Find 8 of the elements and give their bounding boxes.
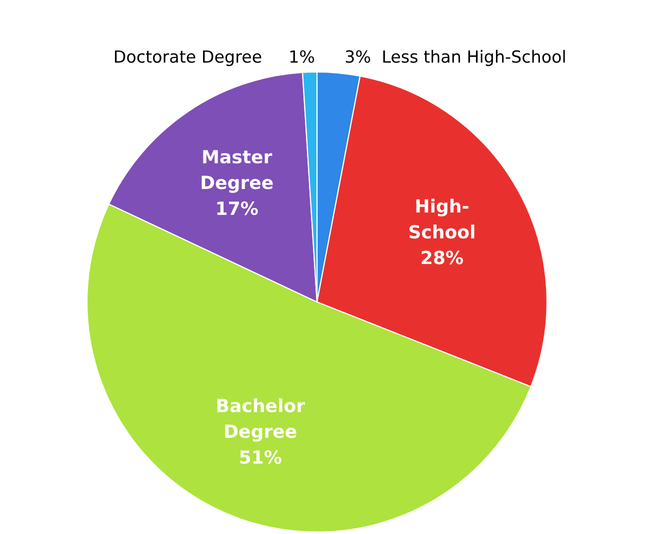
slice-label: Master Degree [202, 150, 273, 193]
slice-label: High- School [409, 198, 474, 239]
slice-label: Bachelor Degree [217, 398, 305, 442]
data-label: 51% [240, 450, 282, 464]
data-label: 28% [422, 250, 463, 264]
slice-label: 3% Less than High-School [346, 50, 565, 66]
data-label: 17% [217, 201, 258, 216]
slice-label: Doctorate Degree 1% [114, 50, 314, 66]
